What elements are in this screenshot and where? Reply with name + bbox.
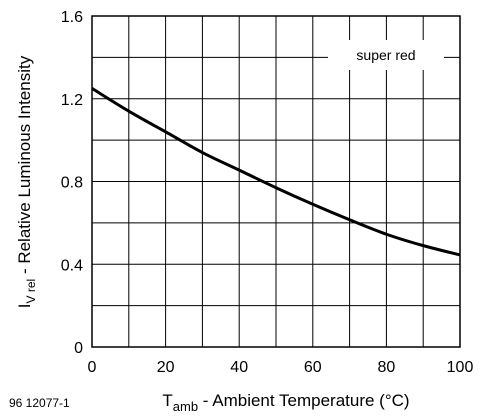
y-tick-label: 1.6 [61, 9, 83, 26]
series-line-super-red [91, 87, 461, 257]
x-tick-label: 20 [157, 359, 175, 376]
tick-labels: 0 20 40 60 80 100 0 0.4 0.8 1.2 1.6 [61, 9, 474, 376]
x-tick-label: 60 [304, 359, 322, 376]
figure-code: 96 12077-1 [9, 396, 70, 410]
legend-box [328, 40, 444, 70]
x-tick-label: 80 [378, 359, 396, 376]
x-tick-label: 40 [230, 359, 248, 376]
x-axis-label-text: - Ambient Temperature (°C) [198, 391, 410, 410]
y-tick-label: 1.2 [61, 92, 83, 109]
y-tick-label: 0.8 [61, 175, 83, 192]
x-axis-label-symbol: T [162, 391, 172, 410]
chart-grid [92, 16, 460, 347]
y-tick-label: 0 [74, 340, 83, 357]
x-axis-label-subscript: amb [173, 399, 198, 414]
y-axis-label: IV rel - Relative Luminous Intensity [15, 55, 38, 308]
y-tick-label: 0.4 [61, 257, 83, 274]
plot-frame [91, 15, 461, 348]
legend-label-super-red: super red [356, 47, 415, 63]
x-tick-label: 100 [447, 359, 474, 376]
x-tick-label: 0 [88, 359, 97, 376]
y-axis-label-subscript: V rel [24, 279, 38, 304]
x-axis-label: Tamb - Ambient Temperature (°C) [162, 391, 409, 414]
y-axis-label-symbol: I [15, 303, 34, 308]
y-axis-label-text: - Relative Luminous Intensity [15, 55, 34, 278]
